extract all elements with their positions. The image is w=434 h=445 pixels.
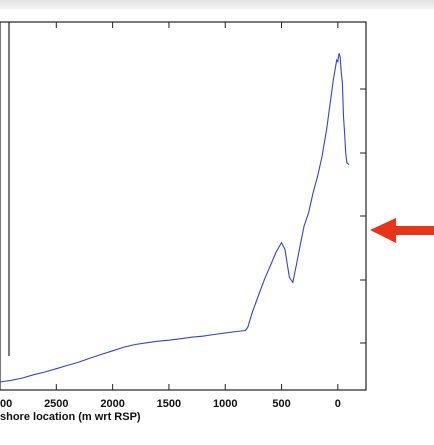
plot-frame — [0, 21, 367, 391]
y-axis-ticks — [360, 88, 366, 344]
x-tick-label: 0 — [335, 398, 341, 410]
top-strip — [0, 0, 434, 9]
x-tick-label: 00 — [0, 398, 12, 410]
red-arrow-icon — [370, 218, 434, 243]
x-tick-label: 1500 — [157, 398, 181, 410]
x-axis-title: shore location (m wrt RSP) — [0, 411, 141, 423]
x-tick-label: 2500 — [44, 398, 68, 410]
x-tick-label: 500 — [272, 398, 290, 410]
x-tick-label: 1000 — [213, 398, 237, 410]
x-tick-label: 2000 — [100, 398, 124, 410]
x-tick-labels: 00 2500 2000 1500 1000 500 0 — [0, 398, 341, 410]
x-axis-ticks — [0, 22, 339, 390]
data-series-line — [0, 53, 350, 383]
